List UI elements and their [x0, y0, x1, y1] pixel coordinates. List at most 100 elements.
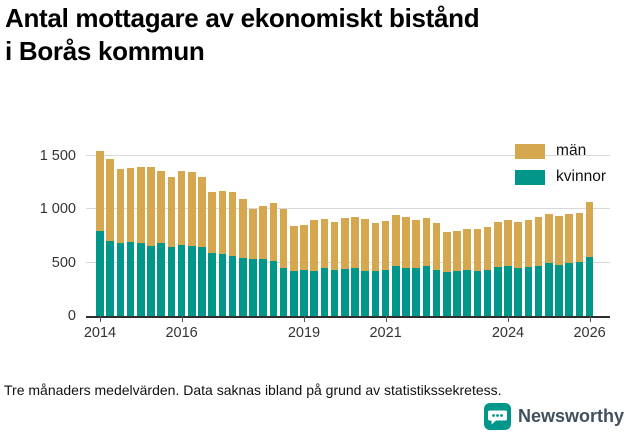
bar-segment-kvinnor	[443, 272, 451, 316]
bar-segment-kvinnor	[208, 253, 216, 316]
bar-segment-man	[208, 191, 216, 254]
x-tick-mark	[508, 316, 509, 322]
bar-segment-man	[473, 228, 482, 272]
bar-segment-kvinnor	[453, 271, 461, 316]
x-axis-label: 2024	[491, 325, 525, 341]
bar-segment-kvinnor	[341, 269, 349, 316]
bar-segment-man	[422, 217, 431, 266]
bar-segment-man	[269, 203, 278, 261]
bar-segment-kvinnor	[137, 243, 145, 316]
bar-segment-kvinnor	[218, 254, 227, 316]
legend-label: kvinnor	[556, 168, 606, 185]
bar-segment-kvinnor	[514, 268, 522, 316]
bar-segment-man	[290, 226, 298, 271]
bar-segment-kvinnor	[534, 265, 543, 316]
bar-segment-man	[402, 216, 410, 268]
chart: 0 500 1 000 1 500 2014 2016 2019 2021 2024 2026 m…	[40, 140, 610, 341]
bar-segment-man	[330, 222, 339, 271]
bar-segment-kvinnor	[126, 242, 135, 316]
bar-segment-man	[483, 227, 492, 271]
bar-segment-kvinnor	[361, 271, 369, 316]
legend-label: män	[556, 142, 587, 159]
bar-segment-kvinnor	[300, 270, 308, 316]
bar-segment-kvinnor	[545, 262, 553, 316]
bar-segment-man	[412, 220, 420, 268]
newsworthy-wordmark: Newsworthy	[517, 406, 624, 426]
bar-segment-man	[504, 220, 512, 266]
bar-segment-man	[126, 167, 135, 243]
bar-segment-kvinnor	[392, 265, 400, 316]
legend-swatch	[515, 169, 546, 185]
bar-segment-kvinnor	[381, 270, 390, 316]
y-axis-label: 1 500	[39, 148, 76, 164]
bar-segment-man	[565, 213, 573, 263]
bar-segment-kvinnor	[239, 257, 247, 316]
bar-segment-kvinnor	[106, 241, 114, 316]
bar-segment-man	[310, 220, 318, 272]
bar-segment-man	[341, 217, 349, 270]
bar-segment-man	[524, 220, 533, 267]
bar-segment-man	[392, 214, 400, 266]
bar-segment-man	[534, 216, 543, 266]
bar-segment-kvinnor	[575, 261, 584, 316]
bar-segment-kvinnor	[330, 270, 339, 316]
bar-segment-kvinnor	[483, 270, 492, 316]
legend-swatch	[515, 143, 546, 159]
bar-segment-kvinnor	[167, 246, 176, 316]
x-tick-mark	[589, 316, 591, 322]
bar-segment-man	[381, 221, 390, 271]
x-tick-mark	[100, 316, 101, 322]
bar-segment-man	[96, 150, 104, 231]
bar-segment-man	[545, 213, 553, 263]
bar-segment-kvinnor	[198, 246, 206, 316]
bar-segment-kvinnor	[290, 270, 298, 316]
bar-segment-kvinnor	[473, 271, 482, 316]
bar-segment-man	[361, 218, 369, 272]
bar-segment-kvinnor	[371, 271, 380, 316]
x-tick-mark	[304, 316, 305, 322]
bar-segment-kvinnor	[116, 243, 125, 316]
y-axis-label: 1 000	[39, 201, 76, 218]
bar-segment-man	[259, 206, 267, 259]
bar-segment-man	[432, 223, 441, 271]
bar-segment-kvinnor	[565, 262, 573, 316]
bar-segment-man	[137, 167, 145, 244]
newsworthy-brand: Newsworthy	[483, 403, 624, 430]
bar-segment-kvinnor	[157, 243, 165, 316]
legend-item-man: män	[515, 142, 606, 160]
bar-segment-man	[116, 168, 125, 244]
title-line-1: Antal mottagare av ekonomiskt bistånd	[5, 3, 480, 33]
bar-segment-kvinnor	[310, 271, 318, 316]
bar-segment-man	[555, 215, 563, 265]
bar-segment-kvinnor	[259, 258, 267, 316]
bar-segment-kvinnor	[177, 244, 186, 316]
x-axis-label: 2014	[83, 325, 117, 341]
bar-segment-man	[198, 177, 206, 247]
plot-area: 0 500 1 000 1 500 2014 2016 2019 2021 2024 2026	[40, 140, 610, 341]
bar-segment-man	[147, 166, 155, 246]
bar-segment-man	[177, 170, 186, 245]
x-axis-label: 2021	[369, 325, 402, 341]
bar-segment-kvinnor	[432, 270, 441, 316]
y-axis-label: 0	[67, 308, 76, 324]
bar-segment-kvinnor	[412, 268, 420, 316]
bar-segment-man	[514, 222, 522, 268]
bar-segment-kvinnor	[422, 265, 431, 316]
bar-segment-kvinnor	[402, 268, 410, 316]
bar-segment-man	[279, 209, 288, 268]
x-axis-label: 2016	[165, 325, 198, 341]
x-axis-label: 2019	[287, 325, 321, 341]
title-line-2: i Borås kommun	[5, 36, 205, 66]
bar-segment-man	[585, 201, 594, 258]
bar-segment-man	[453, 230, 461, 272]
bar-segment-kvinnor	[147, 245, 155, 316]
bar-segment-man	[300, 225, 308, 271]
bar-segment-kvinnor	[320, 268, 329, 316]
bar-segment-kvinnor	[96, 230, 104, 316]
bar-segment-man	[249, 209, 257, 260]
bar-segment-man	[218, 191, 227, 255]
newsworthy-logo-icon	[483, 403, 511, 430]
bar-segment-man	[575, 212, 584, 262]
x-tick-mark	[181, 316, 183, 322]
bar-segment-kvinnor	[494, 266, 502, 316]
